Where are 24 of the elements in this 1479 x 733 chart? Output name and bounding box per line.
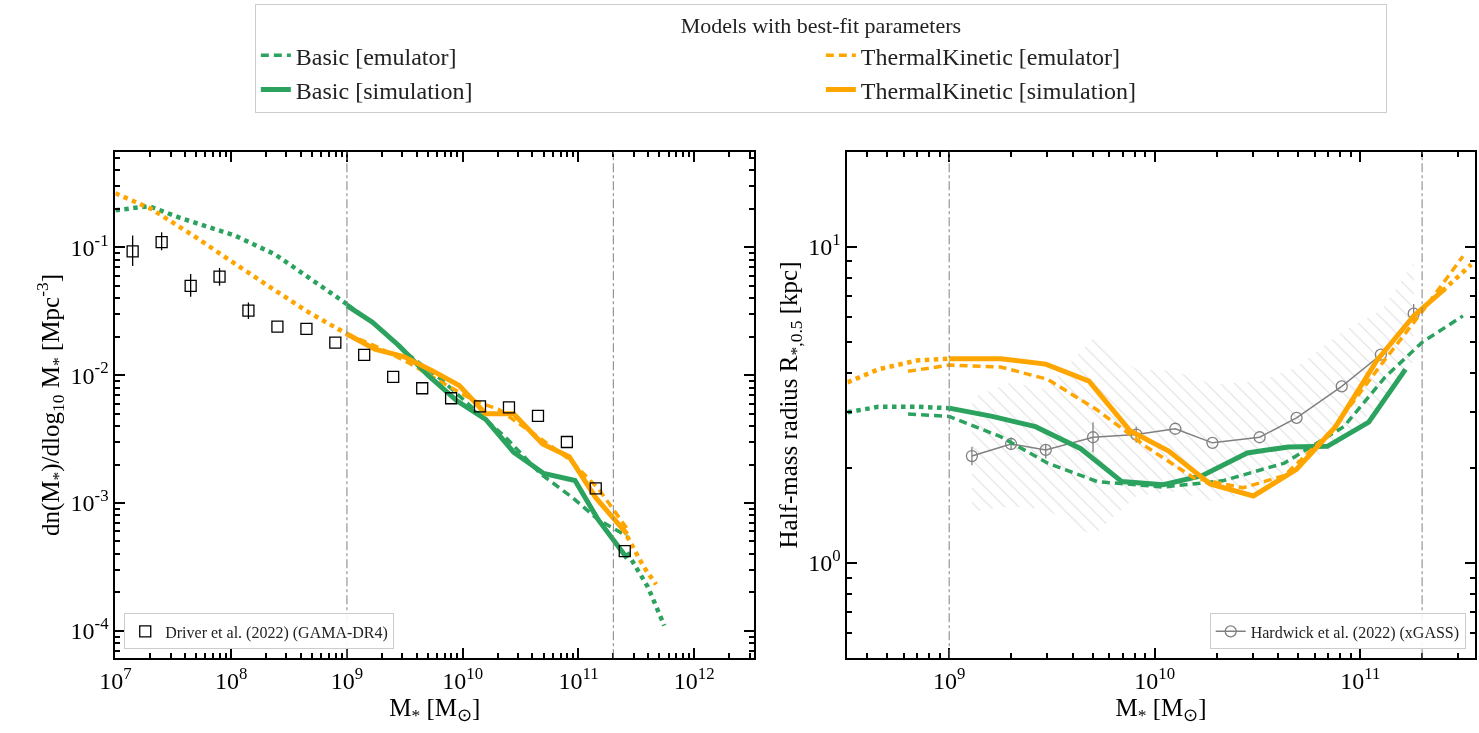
x-axis-title: M$_{*}$ [M$_{⊙}$]: [389, 694, 481, 726]
x-tick-label: 10$^{11}$: [1340, 663, 1381, 695]
y-tick-label: 10$^{-2}$: [70, 358, 109, 389]
x-tick-label: 10$^{10}$: [442, 663, 484, 695]
x-tick-label: 10$^{8}$: [214, 663, 248, 695]
legend-title: Models with best-fit parameters: [680, 13, 962, 39]
x-tick-label: 10$^{11}$: [558, 663, 599, 695]
legend-label: Basic [emulator]: [295, 43, 457, 70]
x-tick-label: 10$^{7}$: [99, 663, 132, 695]
y-tick-label: 10$^{-4}$: [70, 614, 110, 645]
y-tick-label: 10$^{-1}$: [70, 230, 109, 261]
x-tick-label: 10$^{9}$: [330, 663, 364, 695]
legend-label: Basic [simulation]: [295, 77, 473, 104]
x-axis-title: M$_{*}$ [M$_{⊙}$]: [1115, 694, 1207, 726]
legend-label: Hardwick et al. (2022) (xGASS): [1250, 623, 1460, 642]
legend-label: Driver et al. (2022) (GAMA-DR4): [165, 623, 388, 642]
y-tick-label: 10$^{0}$: [808, 546, 841, 577]
y-tick-label: 10$^{1}$: [808, 230, 841, 261]
x-tick-label: 10$^{10}$: [1134, 663, 1176, 695]
legend-label: ThermalKinetic [emulator]: [860, 43, 1121, 70]
legend-label: ThermalKinetic [simulation]: [860, 77, 1137, 104]
y-tick-label: 10$^{-3}$: [70, 486, 109, 517]
x-tick-label: 10$^{9}$: [932, 663, 966, 695]
x-tick-label: 10$^{12}$: [673, 663, 715, 695]
